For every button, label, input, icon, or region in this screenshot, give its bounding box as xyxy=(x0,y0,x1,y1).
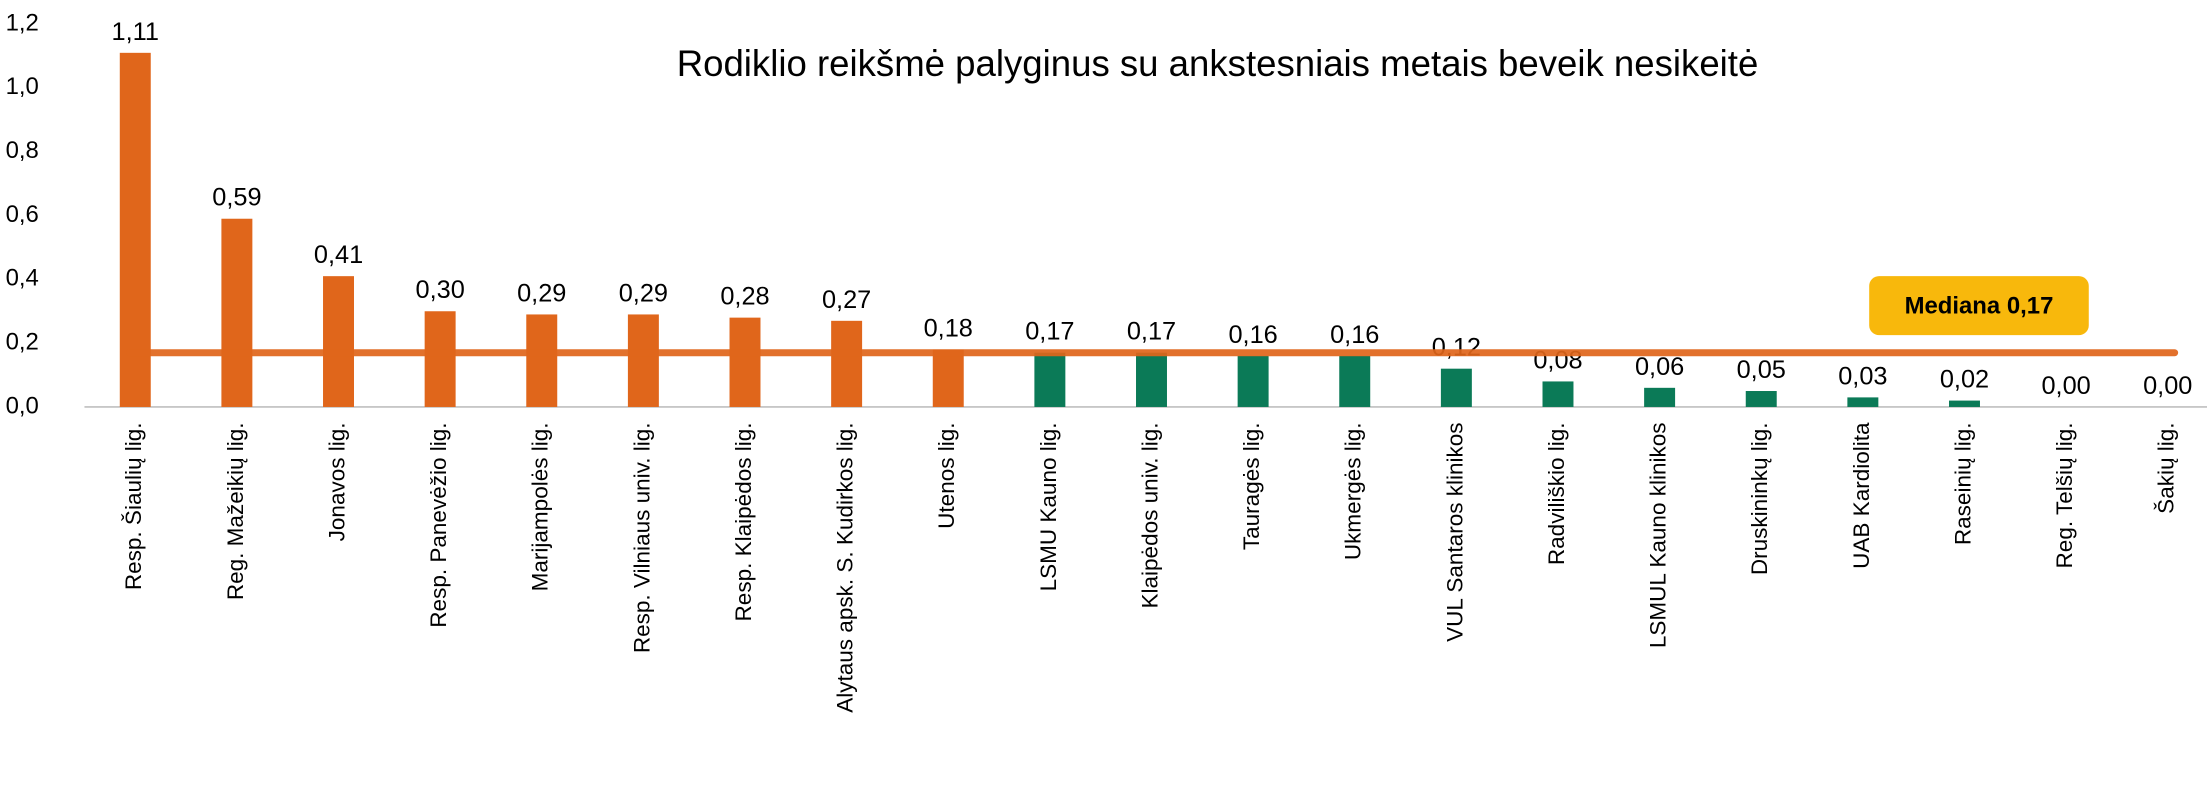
value-label: 0,27 xyxy=(822,286,871,314)
x-tick-label: Alytaus apsk. S. Kudirkos lig. xyxy=(833,422,858,712)
bar xyxy=(1847,397,1879,407)
bar xyxy=(1644,387,1676,407)
x-tick-label: Radviliškio lig. xyxy=(1544,422,1569,565)
x-tick-label: Utenos lig. xyxy=(934,422,959,528)
value-label: 0,00 xyxy=(2143,372,2192,400)
median-label-box xyxy=(1869,276,2089,336)
x-tick-label: Reg. Telšių lig. xyxy=(2052,422,2077,568)
value-label: 0,00 xyxy=(2041,372,2090,400)
bar xyxy=(1949,400,1980,407)
bar xyxy=(831,320,863,407)
value-label: 0,02 xyxy=(1940,366,1989,394)
value-label: 0,59 xyxy=(212,184,261,212)
value-label: 0,03 xyxy=(1838,362,1887,390)
bar xyxy=(932,349,964,407)
y-tick-label: 0,2 xyxy=(6,328,39,355)
x-tick-label: Marijampolės lig. xyxy=(528,422,553,591)
bar xyxy=(627,314,659,407)
x-tick-label: Resp. Vilniaus univ. lig. xyxy=(629,422,654,653)
bar xyxy=(1034,352,1066,407)
bar xyxy=(526,314,558,407)
y-tick-label: 1,0 xyxy=(6,73,39,100)
x-tick-label: Tauragės lig. xyxy=(1239,422,1264,550)
x-tick-label: Jonavos lig. xyxy=(324,422,349,541)
x-tick-label: LSMUL Kauno klinikos xyxy=(1646,422,1671,648)
value-label: 0,12 xyxy=(1432,334,1481,362)
y-tick-label: 0,0 xyxy=(6,392,39,419)
chart-title: Rodiklio reikšmė palyginus su ankstesnia… xyxy=(677,43,1759,84)
value-label: 0,29 xyxy=(517,279,566,307)
bar xyxy=(729,317,761,407)
x-tick-label: Resp. Panevėžio lig. xyxy=(426,422,451,627)
x-tick-label: Resp. Klaipėdos lig. xyxy=(731,422,756,621)
value-label: 0,17 xyxy=(1025,318,1074,346)
x-tick-label: Resp. Šiaulių lig. xyxy=(121,422,146,590)
value-label: 1,11 xyxy=(112,18,159,46)
x-tick-label: Reg. Mažeikių lig. xyxy=(223,422,248,600)
value-label: 0,06 xyxy=(1635,353,1684,381)
value-label: 0,18 xyxy=(924,315,973,343)
value-label: 0,41 xyxy=(314,241,363,269)
y-tick-label: 0,8 xyxy=(6,137,39,164)
value-label: 0,05 xyxy=(1737,356,1786,384)
bar xyxy=(1542,381,1574,407)
x-tick-label: LSMU Kauno lig. xyxy=(1036,422,1061,591)
bar xyxy=(424,311,456,407)
y-tick-label: 0,6 xyxy=(6,201,39,228)
x-tick-label: VUL Santaros klinikos xyxy=(1442,422,1467,641)
value-label: 0,16 xyxy=(1330,321,1379,349)
value-label: 0,30 xyxy=(415,276,464,304)
bar xyxy=(1136,352,1167,407)
x-tick-label: Šakių lig. xyxy=(2154,422,2179,513)
bar xyxy=(1745,391,1777,407)
x-tick-label: Ukmergės lig. xyxy=(1341,422,1366,560)
value-label: 0,28 xyxy=(720,283,769,311)
x-tick-label: UAB Kardiolita xyxy=(1849,422,1874,569)
x-tick-label: Raseinių lig. xyxy=(1950,422,1975,545)
bar xyxy=(1237,355,1269,407)
bar xyxy=(221,218,253,407)
bar xyxy=(119,52,151,407)
bar xyxy=(323,276,354,407)
bar xyxy=(1339,355,1371,407)
bar xyxy=(1440,368,1472,407)
x-tick-label: Klaipėdos univ. lig. xyxy=(1137,422,1162,608)
x-tick-label: Druskininkų lig. xyxy=(1747,422,1772,575)
y-tick-label: 1,2 xyxy=(6,9,39,36)
value-label: 0,16 xyxy=(1228,321,1277,349)
value-label: 0,29 xyxy=(619,279,668,307)
y-tick-label: 0,4 xyxy=(6,265,39,292)
value-label: 0,17 xyxy=(1127,318,1176,346)
median-label: Mediana 0,17 xyxy=(1905,292,2054,319)
